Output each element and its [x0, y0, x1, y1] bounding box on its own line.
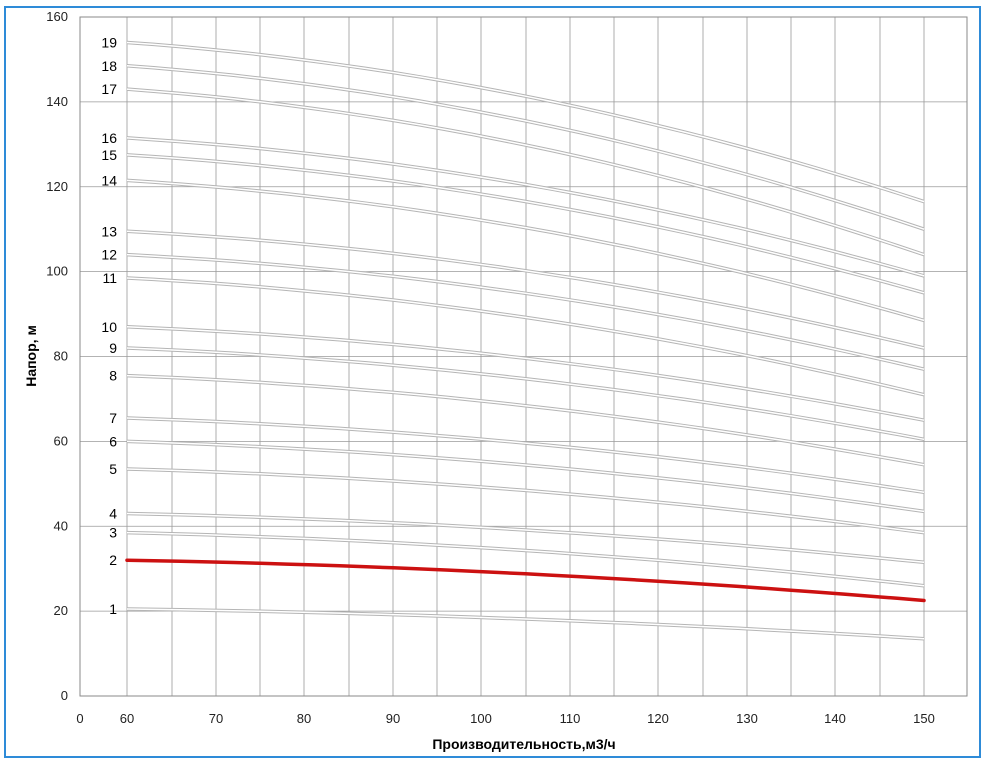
curve-label-15: 15 — [101, 147, 117, 163]
curve-label-11: 11 — [102, 270, 117, 286]
curve-3-outline — [126, 530, 925, 588]
curve-1-outline — [126, 607, 925, 641]
curve-2 — [125, 558, 926, 603]
curve-label-5: 5 — [109, 461, 117, 477]
curve-14 — [126, 179, 925, 322]
curve-label-13: 13 — [101, 223, 117, 239]
curve-label-9: 9 — [109, 340, 117, 356]
curve-label-7: 7 — [109, 410, 117, 426]
y-tick-label: 100 — [46, 264, 68, 279]
curve-19 — [126, 41, 925, 203]
x-tick-label: 110 — [560, 711, 581, 726]
y-tick-label: 40 — [54, 518, 68, 533]
curve-label-6: 6 — [109, 433, 117, 449]
plot-border — [79, 16, 968, 697]
curve-label-14: 14 — [101, 172, 117, 188]
x-tick-label: 140 — [824, 711, 846, 726]
curve-label-10: 10 — [101, 319, 117, 335]
curve-16 — [126, 137, 925, 277]
x-tick-label: 90 — [386, 711, 400, 726]
x-tick-label: 70 — [209, 711, 223, 726]
curve-10 — [126, 326, 925, 421]
y-tick-label: 160 — [46, 9, 68, 24]
curve-label-17: 17 — [101, 81, 117, 97]
curve-5-outline — [126, 467, 925, 535]
curve-11 — [126, 277, 925, 396]
x-tick-label: 60 — [120, 711, 134, 726]
x-tick-label: 150 — [913, 711, 935, 726]
curve-18 — [126, 65, 925, 230]
y-tick-label: 60 — [54, 433, 68, 448]
curve-9-outline — [126, 346, 925, 442]
y-tick-label: 0 — [61, 688, 68, 703]
curve-7 — [126, 417, 925, 494]
curve-12 — [126, 253, 925, 370]
curve-label-8: 8 — [109, 368, 117, 384]
x-axis-title: Производительность,м3/ч — [432, 736, 615, 752]
curve-15 — [126, 154, 925, 294]
x-tick-label: 100 — [470, 711, 492, 726]
x-tick-label: 80 — [297, 711, 311, 726]
curve-label-18: 18 — [101, 58, 117, 74]
x-tick-label: 120 — [647, 711, 669, 726]
y-tick-label: 80 — [54, 349, 68, 364]
y-tick-label: 140 — [46, 94, 68, 109]
curve-label-19: 19 — [101, 34, 117, 50]
curve-7-outline — [126, 416, 925, 495]
curve-label-4: 4 — [109, 506, 117, 522]
curve-label-3: 3 — [109, 525, 117, 541]
x-tick-label: 130 — [736, 711, 758, 726]
curve-17-outline — [126, 87, 925, 257]
curve-label-2: 2 — [109, 552, 117, 568]
curve-16-outline — [126, 136, 925, 278]
curve-3 — [126, 531, 925, 587]
curve-label-1: 1 — [109, 601, 117, 617]
curve-label-16: 16 — [101, 130, 117, 146]
curve-1 — [126, 608, 925, 640]
curve-13 — [126, 230, 925, 349]
curve-6 — [126, 440, 925, 513]
curve-label-12: 12 — [101, 247, 117, 263]
curve-8 — [126, 374, 925, 466]
curve-8-outline — [126, 373, 925, 467]
curve-5 — [126, 468, 925, 534]
y-tick-label: 120 — [46, 179, 68, 194]
curve-17 — [126, 88, 925, 256]
curve-4 — [126, 512, 925, 564]
y-tick-label: 20 — [54, 603, 68, 618]
curve-9 — [126, 347, 925, 441]
y-axis-title: Напор, м — [23, 325, 39, 387]
curves — [125, 40, 926, 641]
x-tick-label: 0 — [76, 711, 83, 726]
